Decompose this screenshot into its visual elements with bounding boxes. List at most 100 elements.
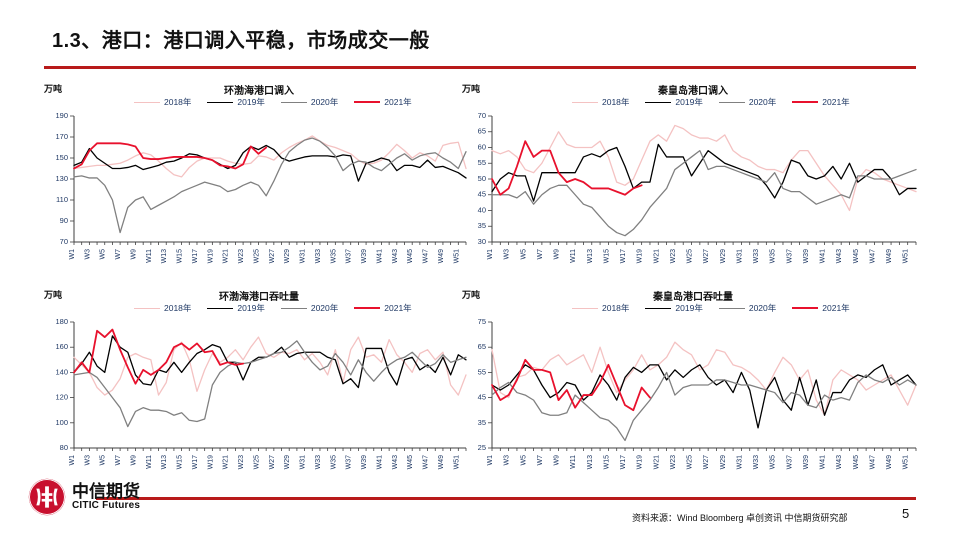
svg-text:W43: W43 [392,455,399,470]
title-divider [44,66,916,69]
page-title: 1.3、港口：港口调入平稳，市场成交一般 [52,30,430,52]
legend-swatch-icon [718,307,745,309]
svg-text:W21: W21 [653,249,660,264]
svg-text:W5: W5 [520,249,527,260]
svg-text:170: 170 [55,132,68,141]
logo-text-en: CITIC Futures [72,499,141,511]
svg-text:W11: W11 [146,455,153,469]
logo-text: 中信期货 CITIC Futures [72,482,141,511]
svg-text:W35: W35 [770,455,777,470]
svg-text:W27: W27 [269,249,276,264]
svg-text:W39: W39 [803,249,810,264]
svg-text:W39: W39 [361,249,368,264]
svg-text:W23: W23 [238,249,245,264]
legend-item-2021年: 2021年 [792,302,850,314]
svg-text:W43: W43 [836,249,843,264]
citic-futures-logo: 中信期货 CITIC Futures [28,478,140,516]
svg-text:W11: W11 [146,249,153,263]
svg-text:W19: W19 [637,455,644,470]
svg-text:65: 65 [478,127,486,136]
legend-swatch-icon [207,101,234,103]
legend-item-2021年: 2021年 [792,96,850,108]
svg-text:W13: W13 [161,455,168,470]
svg-text:W49: W49 [438,249,445,264]
svg-text:35: 35 [478,221,486,230]
svg-text:W45: W45 [407,249,414,264]
svg-text:W15: W15 [603,249,610,264]
svg-text:W1: W1 [487,455,494,466]
legend-label: 2020年 [310,303,339,313]
svg-text:W13: W13 [587,249,594,264]
svg-text:W9: W9 [130,249,137,260]
legend-swatch-icon [792,307,819,309]
svg-text:W29: W29 [720,455,727,470]
svg-text:W5: W5 [100,249,107,260]
legend-label: 2018年 [164,303,192,313]
svg-text:W17: W17 [192,455,199,470]
svg-text:W19: W19 [207,249,214,264]
legend-swatch-icon [354,101,381,103]
legend-item-2021年: 2021年 [354,302,412,314]
svg-text:W33: W33 [753,455,760,470]
svg-text:W49: W49 [886,455,893,470]
chart-plot-area: 25 35 45 55 65 75 W1 W3 W5 W7 W9 W11 W13 W15 W17 W19 W21… [478,317,917,470]
legend-label: 2019年 [675,303,703,313]
svg-text:W13: W13 [161,249,168,264]
legend-swatch-icon [572,101,598,103]
chart-panel-qinhuangdao-tutuliang: 万吨 秦皇岛港口吞吐量 2018年 2019年 2020年 2021年 25 35 45 5… [462,288,924,488]
legend-label: 2021年 [384,97,412,107]
svg-text:45: 45 [478,190,486,199]
legend-label: 2019年 [237,303,265,313]
svg-text:W27: W27 [703,455,710,470]
page-number: 5 [902,506,910,521]
svg-text:W25: W25 [253,455,260,470]
svg-text:W17: W17 [192,249,199,264]
svg-text:W31: W31 [736,249,743,264]
legend-item-2018年: 2018年 [134,96,191,108]
svg-text:W11: W11 [570,455,577,469]
svg-text:W25: W25 [687,455,694,470]
svg-text:80: 80 [60,443,68,452]
legend-swatch-icon [354,307,381,309]
svg-text:W21: W21 [653,455,660,470]
svg-text:110: 110 [56,195,68,204]
chart-panel-qinhuangdao-diaoru: 万吨 秦皇岛港口调入 2018年 2019年 2020年 2021年 30 35 40 45… [462,82,924,282]
svg-text:160: 160 [55,342,68,351]
legend-item-2019年: 2019年 [207,302,265,314]
svg-text:W25: W25 [687,249,694,264]
svg-text:W51: W51 [453,455,460,470]
svg-text:W37: W37 [786,455,793,470]
svg-text:W41: W41 [820,249,827,264]
legend-swatch-icon [645,307,672,309]
chart-unit-label: 万吨 [462,290,481,300]
svg-text:W37: W37 [346,455,353,470]
svg-text:30: 30 [478,237,486,246]
svg-text:W43: W43 [836,455,843,470]
svg-text:W37: W37 [786,249,793,264]
svg-text:W3: W3 [504,455,511,466]
svg-text:W9: W9 [554,455,561,466]
legend-label: 2019年 [675,97,703,107]
chart-title: 环渤海港口吞吐量 [219,292,299,303]
legend-item-2018年: 2018年 [572,302,629,314]
legend-label: 2020年 [748,303,777,313]
legend-item-2018年: 2018年 [134,302,191,314]
svg-text:W41: W41 [376,249,383,264]
chart-panel-huanbohai-tutuliang: 万吨 环渤海港口吞吐量 2018年 2019年 2020年 2021年 80 100 12… [44,288,474,488]
svg-text:W49: W49 [886,249,893,264]
legend-item-2019年: 2019年 [207,96,265,108]
chart-unit-label: 万吨 [44,84,63,94]
svg-text:55: 55 [478,158,486,167]
chart-plot-area: 80 100 120 140 160 180 W1 W3 W5 W7 W9 W11 W13 W15 W17 W… [55,317,467,470]
legend-item-2021年: 2021年 [354,96,412,108]
legend-label: 2021年 [384,303,412,313]
svg-text:25: 25 [478,443,486,452]
legend-swatch-icon [134,101,160,103]
svg-text:75: 75 [478,317,486,326]
chart-legend: 2018年 2019年 2020年 2021年 [572,96,850,108]
svg-text:60: 60 [478,142,486,151]
legend-label: 2021年 [822,97,850,107]
svg-text:W25: W25 [253,249,260,264]
svg-text:W21: W21 [223,249,230,264]
svg-text:W47: W47 [869,455,876,470]
